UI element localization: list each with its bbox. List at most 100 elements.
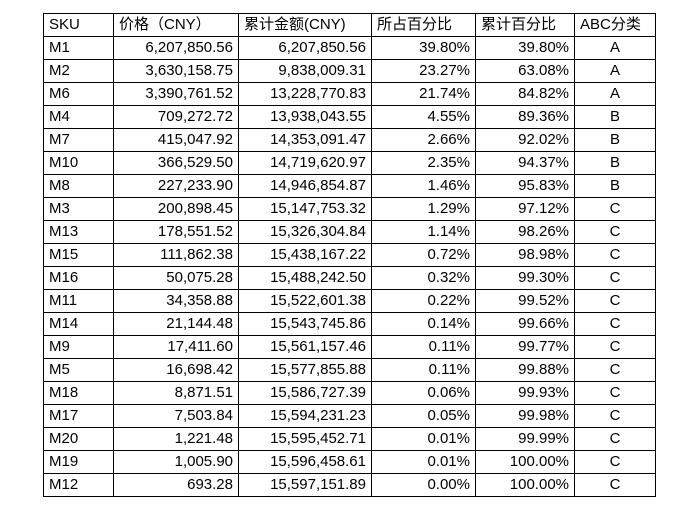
cell-price[interactable]: 111,862.38 — [113, 243, 239, 267]
cell-pct[interactable]: 1.14% — [371, 220, 476, 244]
cell-price[interactable]: 7,503.84 — [113, 404, 239, 428]
cell-cum_amt[interactable]: 6,207,850.56 — [238, 36, 372, 60]
cell-abc[interactable]: C — [574, 427, 656, 451]
cell-cum_pct[interactable]: 99.52% — [475, 289, 575, 313]
cell-sku[interactable]: M14 — [43, 312, 114, 336]
cell-cum_amt[interactable]: 15,326,304.84 — [238, 220, 372, 244]
cell-sku[interactable]: M8 — [43, 174, 114, 198]
cell-price[interactable]: 8,871.51 — [113, 381, 239, 405]
cell-pct[interactable]: 0.01% — [371, 450, 476, 474]
cell-cum_amt[interactable]: 15,522,601.38 — [238, 289, 372, 313]
cell-pct[interactable]: 2.66% — [371, 128, 476, 152]
cell-pct[interactable]: 0.11% — [371, 358, 476, 382]
cell-cum_pct[interactable]: 89.36% — [475, 105, 575, 129]
cell-cum_pct[interactable]: 98.98% — [475, 243, 575, 267]
cell-cum_amt[interactable]: 15,488,242.50 — [238, 266, 372, 290]
cell-pct[interactable]: 2.35% — [371, 151, 476, 175]
cell-cum_pct[interactable]: 97.12% — [475, 197, 575, 221]
cell-cum_pct[interactable]: 63.08% — [475, 59, 575, 83]
cell-sku[interactable]: M13 — [43, 220, 114, 244]
column-header-cum_amt[interactable]: 累计金额(CNY) — [238, 13, 372, 37]
cell-cum_amt[interactable]: 9,838,009.31 — [238, 59, 372, 83]
cell-sku[interactable]: M4 — [43, 105, 114, 129]
cell-sku[interactable]: M17 — [43, 404, 114, 428]
cell-abc[interactable]: C — [574, 266, 656, 290]
cell-cum_pct[interactable]: 94.37% — [475, 151, 575, 175]
cell-cum_pct[interactable]: 39.80% — [475, 36, 575, 60]
cell-price[interactable]: 1,005.90 — [113, 450, 239, 474]
cell-sku[interactable]: M6 — [43, 82, 114, 106]
cell-price[interactable]: 366,529.50 — [113, 151, 239, 175]
cell-sku[interactable]: M10 — [43, 151, 114, 175]
cell-cum_amt[interactable]: 15,597,151.89 — [238, 473, 372, 497]
cell-cum_amt[interactable]: 14,719,620.97 — [238, 151, 372, 175]
cell-pct[interactable]: 0.11% — [371, 335, 476, 359]
cell-cum_pct[interactable]: 84.82% — [475, 82, 575, 106]
cell-pct[interactable]: 0.01% — [371, 427, 476, 451]
cell-pct[interactable]: 39.80% — [371, 36, 476, 60]
cell-abc[interactable]: B — [574, 151, 656, 175]
cell-cum_pct[interactable]: 99.88% — [475, 358, 575, 382]
cell-sku[interactable]: M1 — [43, 36, 114, 60]
cell-pct[interactable]: 21.74% — [371, 82, 476, 106]
cell-price[interactable]: 21,144.48 — [113, 312, 239, 336]
cell-cum_amt[interactable]: 15,438,167.22 — [238, 243, 372, 267]
cell-cum_amt[interactable]: 15,577,855.88 — [238, 358, 372, 382]
cell-cum_amt[interactable]: 13,938,043.55 — [238, 105, 372, 129]
cell-sku[interactable]: M12 — [43, 473, 114, 497]
cell-abc[interactable]: C — [574, 473, 656, 497]
cell-price[interactable]: 415,047.92 — [113, 128, 239, 152]
cell-sku[interactable]: M16 — [43, 266, 114, 290]
cell-cum_pct[interactable]: 99.77% — [475, 335, 575, 359]
cell-cum_amt[interactable]: 15,596,458.61 — [238, 450, 372, 474]
cell-cum_pct[interactable]: 98.26% — [475, 220, 575, 244]
cell-cum_amt[interactable]: 15,561,157.46 — [238, 335, 372, 359]
cell-sku[interactable]: M15 — [43, 243, 114, 267]
cell-abc[interactable]: B — [574, 174, 656, 198]
cell-pct[interactable]: 0.32% — [371, 266, 476, 290]
cell-cum_pct[interactable]: 99.30% — [475, 266, 575, 290]
cell-cum_pct[interactable]: 99.98% — [475, 404, 575, 428]
cell-abc[interactable]: B — [574, 105, 656, 129]
cell-price[interactable]: 34,358.88 — [113, 289, 239, 313]
column-header-pct[interactable]: 所占百分比 — [371, 13, 476, 37]
cell-cum_pct[interactable]: 95.83% — [475, 174, 575, 198]
cell-cum_pct[interactable]: 100.00% — [475, 450, 575, 474]
cell-price[interactable]: 17,411.60 — [113, 335, 239, 359]
cell-abc[interactable]: C — [574, 312, 656, 336]
cell-abc[interactable]: C — [574, 404, 656, 428]
cell-sku[interactable]: M3 — [43, 197, 114, 221]
cell-price[interactable]: 3,390,761.52 — [113, 82, 239, 106]
cell-pct[interactable]: 23.27% — [371, 59, 476, 83]
cell-pct[interactable]: 1.29% — [371, 197, 476, 221]
cell-pct[interactable]: 0.22% — [371, 289, 476, 313]
cell-abc[interactable]: C — [574, 450, 656, 474]
cell-pct[interactable]: 0.14% — [371, 312, 476, 336]
cell-sku[interactable]: M2 — [43, 59, 114, 83]
cell-cum_amt[interactable]: 15,586,727.39 — [238, 381, 372, 405]
cell-sku[interactable]: M11 — [43, 289, 114, 313]
cell-cum_pct[interactable]: 99.99% — [475, 427, 575, 451]
column-header-cum_pct[interactable]: 累计百分比 — [475, 13, 575, 37]
cell-cum_amt[interactable]: 14,946,854.87 — [238, 174, 372, 198]
cell-abc[interactable]: C — [574, 197, 656, 221]
cell-cum_amt[interactable]: 15,147,753.32 — [238, 197, 372, 221]
cell-price[interactable]: 3,630,158.75 — [113, 59, 239, 83]
cell-sku[interactable]: M7 — [43, 128, 114, 152]
cell-price[interactable]: 693.28 — [113, 473, 239, 497]
cell-abc[interactable]: A — [574, 82, 656, 106]
cell-abc[interactable]: A — [574, 59, 656, 83]
cell-pct[interactable]: 1.46% — [371, 174, 476, 198]
cell-price[interactable]: 227,233.90 — [113, 174, 239, 198]
cell-abc[interactable]: C — [574, 220, 656, 244]
column-header-price[interactable]: 价格（CNY） — [113, 13, 239, 37]
cell-abc[interactable]: C — [574, 358, 656, 382]
cell-abc[interactable]: C — [574, 335, 656, 359]
cell-abc[interactable]: A — [574, 36, 656, 60]
cell-cum_pct[interactable]: 92.02% — [475, 128, 575, 152]
cell-price[interactable]: 50,075.28 — [113, 266, 239, 290]
column-header-abc[interactable]: ABC分类 — [574, 13, 656, 37]
column-header-sku[interactable]: SKU — [43, 13, 114, 37]
cell-sku[interactable]: M19 — [43, 450, 114, 474]
cell-cum_amt[interactable]: 13,228,770.83 — [238, 82, 372, 106]
